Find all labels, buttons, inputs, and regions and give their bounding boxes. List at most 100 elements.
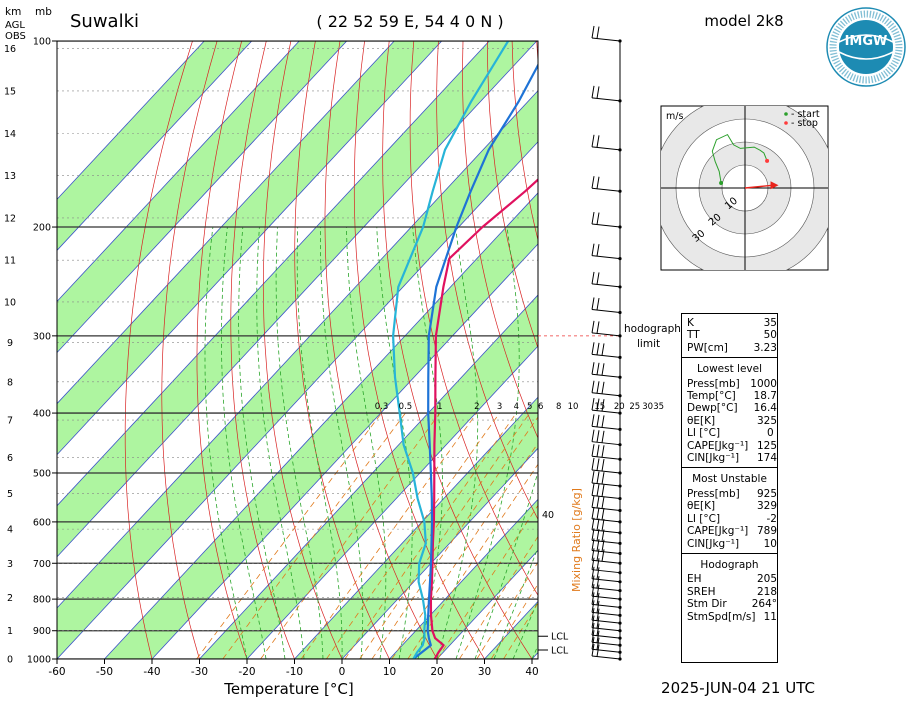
wind-barb-flag — [597, 343, 599, 355]
index-row: θE[K]325 — [682, 415, 777, 427]
wind-barb-flag — [592, 495, 594, 507]
wind-barb-shaft — [592, 620, 620, 623]
wind-barb-shaft — [592, 579, 620, 582]
index-key: Stm Dir — [687, 598, 752, 610]
pressure-tick-label: 900 — [33, 626, 51, 637]
index-key: Dewp[°C] — [687, 402, 754, 414]
wind-barb-flag — [592, 342, 594, 354]
wind-barb-shaft — [592, 588, 620, 591]
km-tick-label: 9 — [7, 338, 13, 349]
index-row: Press[mb]1000 — [682, 378, 777, 390]
wind-barb-shaft — [592, 456, 620, 459]
wind-barb-flag — [592, 244, 594, 256]
index-value: 218 — [757, 586, 777, 598]
index-value: 925 — [757, 488, 777, 500]
wind-barb-flag — [602, 472, 604, 484]
index-value: 0 — [767, 427, 777, 439]
km-tick-label: 12 — [4, 213, 16, 224]
index-key: θE[K] — [687, 415, 757, 427]
most-unstable-title: Most Unstable — [682, 470, 777, 487]
temperature-tick-label: 10 — [383, 666, 396, 678]
mb-axis-label: mb — [35, 6, 52, 18]
wind-barb-shaft — [592, 649, 620, 652]
km-tick-label: 10 — [4, 297, 16, 308]
index-row: CIN[Jkg⁻¹]174 — [682, 452, 777, 464]
wind-barb-shaft — [592, 551, 620, 554]
wind-barb-shaft — [592, 393, 620, 396]
wind-barb-flag — [597, 507, 599, 519]
isotherm-band — [390, 41, 910, 659]
wind-barb-shaft — [592, 656, 620, 659]
wind-barb-flag — [597, 27, 599, 39]
wind-barb-flag — [597, 298, 599, 310]
station-coordinates: ( 22 52 59 E, 54 4 0 N ) — [316, 12, 503, 31]
wind-barb-flag — [602, 459, 604, 471]
wind-barb-shaft — [592, 284, 620, 287]
wind-barb-flag — [602, 363, 604, 375]
legend-stop-marker — [784, 121, 788, 125]
wind-barb-shaft — [592, 310, 620, 313]
index-key: PW[cm] — [687, 342, 754, 354]
index-key: CAPE[Jkg⁻¹] — [687, 525, 757, 537]
wind-barb-flag — [597, 213, 599, 225]
wind-barb-shaft — [592, 507, 620, 510]
wind-barb-flag — [597, 445, 599, 457]
pressure-tick-label: 700 — [33, 559, 51, 570]
mixing-ratio-label: 5 — [527, 402, 532, 412]
wind-barb-flag — [592, 414, 594, 426]
index-value: 3.23 — [754, 342, 777, 354]
km-tick-label: 0 — [7, 655, 13, 666]
obs-label: OBS — [5, 31, 26, 42]
wind-barb-flag — [592, 321, 594, 333]
pressure-tick-label: 200 — [33, 223, 51, 234]
wind-barb-flag — [592, 272, 594, 284]
wind-barb-flag — [592, 518, 594, 530]
index-key: SREH — [687, 586, 757, 598]
wind-barb-flag — [602, 519, 604, 531]
index-key: K — [687, 317, 764, 329]
index-key: CAPE[Jkg⁻¹] — [687, 440, 757, 452]
wind-barb-flag — [597, 430, 599, 442]
km-tick-label: 4 — [7, 525, 13, 536]
wind-barb-flag — [602, 508, 604, 520]
wind-barb-shaft — [592, 188, 620, 191]
hodograph-limit-label: hodograph — [624, 323, 681, 335]
temperature-tick-label: 40 — [525, 666, 538, 678]
wind-barb-shaft — [592, 612, 620, 615]
index-row: Press[mb]925 — [682, 488, 777, 500]
legend-stop-label: - stop — [791, 118, 818, 129]
logo-text: IMGW — [845, 34, 888, 49]
pressure-tick-label: 1000 — [27, 655, 51, 666]
wind-barb-flag — [592, 381, 594, 393]
imgw-logo: IMGW — [827, 8, 905, 86]
wind-barb-flag — [602, 485, 604, 497]
mixing-ratio-line — [459, 413, 619, 659]
wind-barb-shaft — [592, 496, 620, 499]
wind-barb-flag — [592, 362, 594, 374]
mixing-ratio-label: 35 — [653, 402, 664, 412]
wind-barb-flag — [592, 135, 594, 147]
index-value: -2 — [767, 513, 777, 525]
temperature-tick-label: 30 — [478, 666, 491, 678]
index-key: CIN[Jkg⁻¹] — [687, 538, 764, 550]
index-row: Temp[°C]18.7 — [682, 390, 777, 402]
wind-barb-flag — [592, 26, 594, 38]
km-tick-label: 2 — [7, 593, 13, 604]
wind-barb-flag — [602, 445, 604, 457]
wind-barb-shaft — [592, 604, 620, 607]
index-key: TT — [687, 329, 764, 341]
isotherm-line — [390, 41, 910, 659]
mixing-ratio-label-40: 40 — [542, 510, 554, 521]
index-key: Press[mb] — [687, 378, 750, 390]
mixing-ratio-label: 0.3 — [375, 402, 389, 412]
wind-barb-flag — [597, 415, 599, 427]
pressure-tick-label: 800 — [33, 595, 51, 606]
temperature-tick-label: 0 — [339, 666, 346, 678]
wind-barb-flag — [597, 472, 599, 484]
